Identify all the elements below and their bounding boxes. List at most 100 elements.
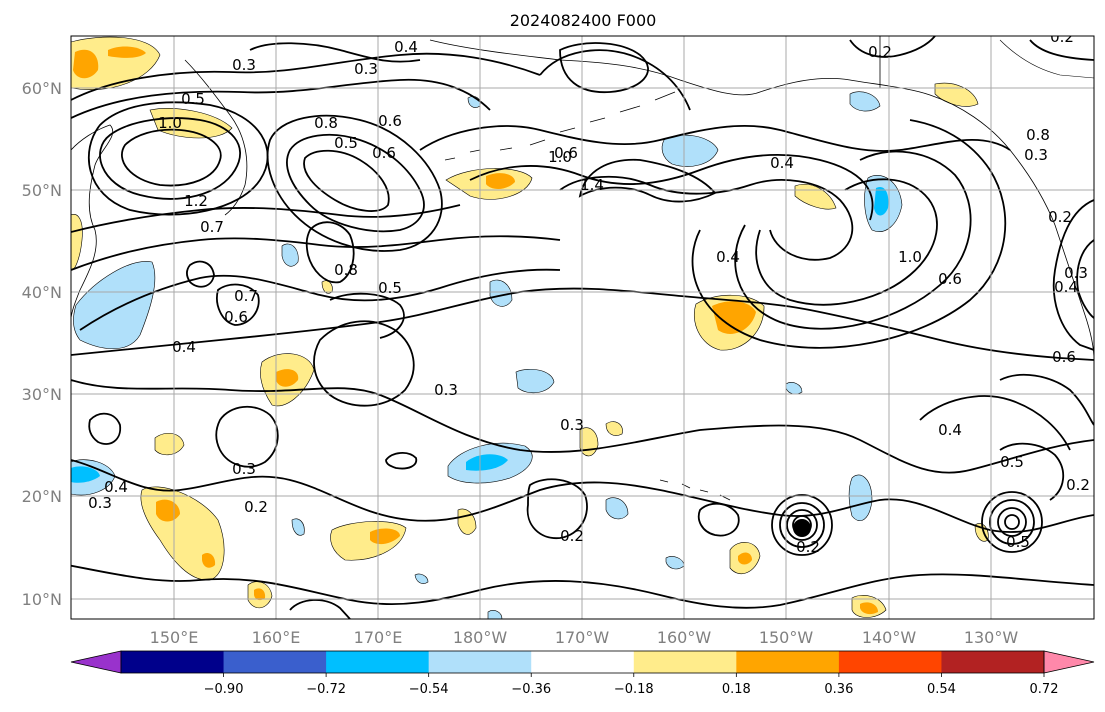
contour-line (71, 287, 1094, 361)
negative-patch (489, 279, 513, 307)
contour-label: 0.4 (770, 154, 794, 172)
negative-patch-core (874, 186, 889, 216)
contour-line (249, 42, 421, 63)
contour-label: 0.7 (200, 218, 224, 236)
contour-label: 0.8 (1026, 126, 1050, 144)
contour-line (734, 150, 972, 330)
colorbar-bin (428, 651, 532, 673)
contour-line (419, 125, 1011, 152)
negative-patch (785, 382, 803, 395)
contour-label: 0.5 (1006, 533, 1030, 551)
negative-patch-core (71, 466, 100, 483)
colorbar-tick-label: −0.18 (614, 682, 654, 697)
contour-line (71, 78, 491, 119)
coastline-asia (71, 124, 113, 319)
contour-line (1052, 199, 1094, 351)
map-title: 2024082400 F000 (510, 11, 657, 30)
contour-label: 0.3 (1024, 146, 1048, 164)
contour-label: 0.3 (434, 381, 458, 399)
lon-tick-label: 170°W (555, 628, 610, 647)
contour-line (919, 395, 1071, 451)
contour-line (999, 442, 1064, 501)
colorbar-tick-label: −0.36 (511, 682, 551, 697)
longitude-ticks: 150°E 160°E 170°E 180°W 170°W 160°W 150°W 140°W… (150, 628, 1019, 647)
positive-patch-core (860, 602, 878, 615)
contour-line (1029, 39, 1094, 61)
colorbar-bin (531, 651, 635, 673)
negative-patch-core (466, 454, 508, 471)
contour-label: 0.8 (314, 114, 338, 132)
colorbar-extend-low (70, 650, 122, 674)
contour-label: 1.0 (548, 148, 572, 166)
positive-patch-core (202, 553, 216, 568)
contour-label: 0.3 (232, 460, 256, 478)
lat-tick-label: 50°N (22, 181, 62, 200)
contour-label: 0.3 (88, 494, 112, 512)
positive-patch (605, 421, 623, 436)
contour-label: 0.7 (234, 287, 258, 305)
contour-label: 0.6 (378, 112, 402, 130)
contour-label: 0.4 (104, 478, 128, 496)
contour-label: 0.4 (394, 38, 418, 56)
political-border (999, 39, 1094, 79)
contour-label: 0.6 (938, 270, 962, 288)
cyclone-ring (981, 491, 1043, 553)
cyclone-ring (997, 507, 1027, 537)
contour-line (71, 459, 1094, 533)
negative-patch (849, 91, 881, 112)
lon-tick-label: 160°W (657, 628, 712, 647)
contour-label: 0.6 (554, 144, 578, 162)
colorbar-bin (838, 651, 942, 673)
contour-line (849, 36, 936, 58)
contour-labels: 0.30.40.30.20.20.50.61.0 0.80.60.50.60.4 0… (88, 28, 1090, 556)
colorbar-bin (326, 651, 430, 673)
positive-patch-core (712, 301, 756, 334)
contour-line (755, 178, 938, 306)
cyclone-ring (989, 499, 1035, 545)
contour-label: 0.4 (172, 338, 196, 356)
lat-tick-label: 10°N (22, 590, 62, 609)
contour-lines (71, 36, 1094, 619)
colorbar-tick-label: −0.72 (306, 682, 346, 697)
lon-tick-label: 170°E (354, 628, 403, 647)
contour-label: 0.6 (372, 144, 396, 162)
lat-tick-label: 40°N (22, 283, 62, 302)
contour-line (286, 133, 425, 233)
colorbar-bin (633, 651, 737, 673)
contour-label: 0.4 (1054, 278, 1078, 296)
contour-label: 1.2 (184, 192, 208, 210)
contour-line (305, 221, 355, 284)
colorbar-bin (736, 651, 840, 673)
contour-line (697, 502, 740, 537)
contour-label: 1.0 (898, 248, 922, 266)
contour-label: 0.2 (560, 527, 584, 545)
contour-line (88, 412, 122, 445)
contour-line (385, 452, 418, 470)
contour-line (71, 235, 561, 271)
colorbar-bin (941, 651, 1045, 673)
lon-tick-label: 180°W (453, 628, 508, 647)
contour-label: 0.2 (1050, 28, 1074, 46)
cyclone-contours (771, 491, 1043, 556)
colorbar-tick-label: 0.54 (927, 682, 956, 697)
contour-label: 0.8 (334, 261, 358, 279)
contour-line (559, 42, 649, 94)
positive-patch-core (73, 49, 99, 79)
contour-line (1076, 239, 1094, 319)
contour-label: 0.3 (232, 56, 256, 74)
contour-line (71, 52, 541, 101)
cyclone-center-marker (793, 519, 811, 537)
lon-tick-label: 160°E (252, 628, 301, 647)
positive-patch-core (486, 173, 515, 189)
negative-patch (281, 243, 299, 267)
cyclone-ring (786, 509, 818, 541)
lat-tick-label: 20°N (22, 487, 62, 506)
contour-line (329, 292, 405, 339)
lon-tick-label: 150°E (150, 628, 199, 647)
lon-tick-label: 140°W (862, 628, 917, 647)
colorbar-tick-label: 0.18 (722, 682, 751, 697)
contour-line (469, 153, 874, 221)
contour-label: 0.2 (868, 43, 892, 61)
colorbar-outline (120, 650, 1045, 674)
